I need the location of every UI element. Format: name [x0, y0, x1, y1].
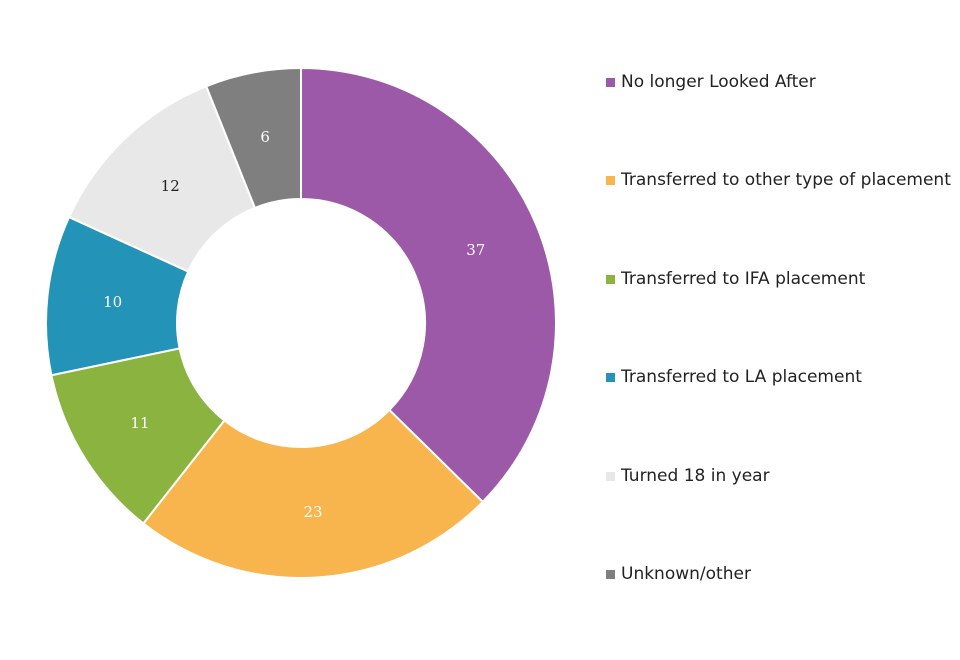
legend-item: Transferred to LA placement	[606, 365, 956, 463]
donut-slice	[141, 408, 485, 579]
legend-label: Transferred to IFA placement	[621, 268, 866, 289]
legend-item: No longer Looked After	[606, 70, 956, 168]
slice-value-label: 23	[303, 503, 322, 521]
legend-item: Turned 18 in year	[606, 464, 956, 562]
legend-swatch	[606, 569, 615, 579]
legend-swatch	[606, 78, 615, 87]
slice-value-label: 12	[161, 177, 180, 195]
donut-slices	[45, 66, 557, 579]
slice-value-label: 10	[103, 293, 122, 311]
legend-label: Turned 18 in year	[621, 465, 770, 486]
slice-value-label: 11	[130, 414, 149, 432]
slice-value-label: 6	[260, 128, 270, 146]
legend-label: No longer Looked After	[621, 72, 816, 92]
legend-item: Transferred to other type of placement	[606, 168, 956, 266]
legend-swatch	[606, 373, 615, 383]
legend-label: Transferred to other type of placement	[621, 170, 951, 191]
donut-slice	[300, 66, 557, 504]
legend-item: Transferred to IFA placement	[606, 267, 956, 365]
donut-slice	[204, 66, 302, 210]
legend-swatch	[606, 471, 615, 481]
slice-value-label: 37	[466, 241, 485, 259]
legend-item: Unknown/other	[606, 562, 956, 660]
legend-swatch	[606, 274, 615, 284]
legend-label: Transferred to LA placement	[621, 367, 862, 388]
legend-swatch	[606, 176, 615, 186]
legend-label: Unknown/other	[621, 563, 751, 584]
donut-chart: 37 23 11 10 12 6	[45, 66, 557, 579]
slice-labels: 37 23 11 10 12 6	[103, 128, 485, 521]
chart-legend: No longer Looked After Transferred to oth…	[606, 70, 956, 660]
